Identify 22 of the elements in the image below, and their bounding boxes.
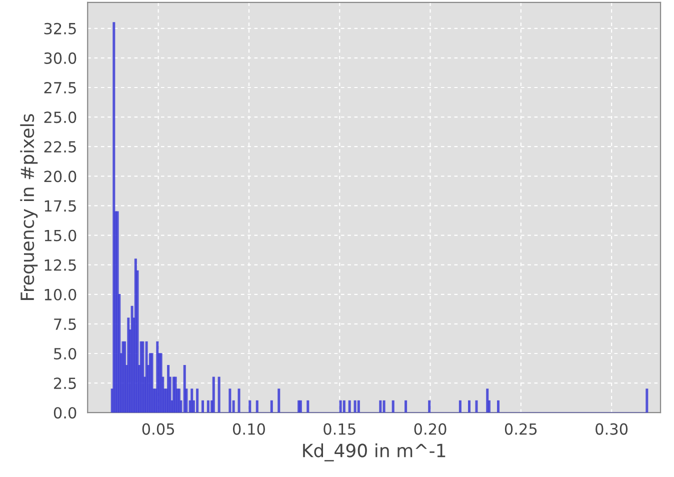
y-tick-label: 12.5 — [44, 259, 76, 271]
x-tick-label: 0.30 — [596, 423, 628, 435]
y-tick-label: 17.5 — [44, 200, 76, 212]
y-tick-label: 22.5 — [44, 141, 76, 153]
x-tick-label: 0.05 — [142, 423, 174, 435]
y-tick-label: 7.5 — [54, 318, 76, 330]
y-tick-label: 20.0 — [44, 170, 76, 182]
x-tick-label: 0.20 — [414, 423, 446, 435]
y-tick-label: 30.0 — [44, 52, 76, 64]
y-tick-label: 0.0 — [54, 407, 76, 419]
y-tick-label: 15.0 — [44, 230, 76, 242]
y-axis-title: Frequency in #pixels — [20, 114, 38, 300]
y-tick-label: 25.0 — [44, 112, 76, 124]
x-tick-label: 0.25 — [504, 423, 537, 435]
x-tick-label: 0.10 — [232, 423, 265, 435]
x-axis-title: Kd_490 in m^-1 — [303, 443, 446, 462]
y-tick-label: 2.5 — [54, 378, 76, 390]
y-tick-label: 10.0 — [44, 288, 76, 300]
x-tick-label: 0.15 — [324, 423, 356, 435]
y-tick-label: 5.0 — [54, 348, 76, 360]
y-tick-label: 27.5 — [44, 82, 76, 94]
y-tick-label: 32.5 — [44, 22, 76, 34]
